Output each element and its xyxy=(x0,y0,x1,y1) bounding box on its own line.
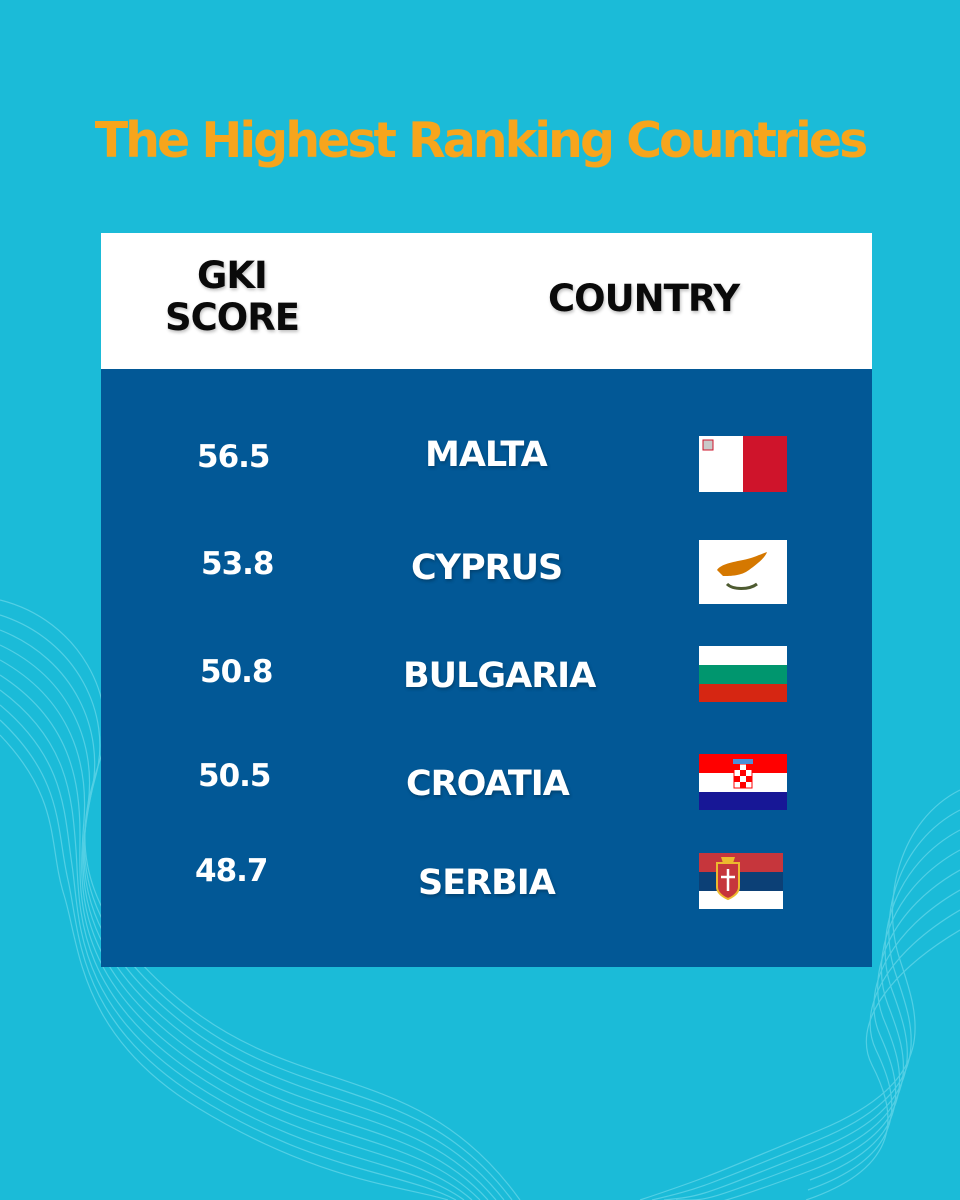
row-country: BULGARIA xyxy=(403,656,596,696)
row-country: MALTA xyxy=(425,435,548,475)
table-header: GKI SCORE COUNTRY xyxy=(101,233,872,369)
row-score: 56.5 xyxy=(197,439,270,475)
croatia-flag-icon xyxy=(699,754,787,810)
serbia-flag-icon xyxy=(699,853,783,909)
header-score-line1: GKI xyxy=(197,254,268,297)
header-country: COUNTRY xyxy=(548,277,740,320)
row-country: CYPRUS xyxy=(411,548,563,588)
row-score: 50.8 xyxy=(200,654,273,690)
row-score: 50.5 xyxy=(198,758,271,794)
row-country: CROATIA xyxy=(406,764,570,804)
table-row: 56.5 MALTA xyxy=(101,431,872,501)
row-country: SERBIA xyxy=(418,863,556,903)
header-score-line2: SCORE xyxy=(165,296,300,339)
table-row: 50.8 BULGARIA xyxy=(101,646,872,716)
bulgaria-flag-icon xyxy=(699,646,787,702)
row-score: 53.8 xyxy=(201,546,274,582)
table-row: 50.5 CROATIA xyxy=(101,754,872,824)
table-row: 53.8 CYPRUS xyxy=(101,538,872,608)
header-gki-score: GKI SCORE xyxy=(165,254,300,339)
row-score: 48.7 xyxy=(195,853,268,889)
page-title: The Highest Ranking Countries xyxy=(94,112,869,169)
table-row: 48.7 SERBIA xyxy=(101,853,872,923)
ranking-table: GKI SCORE COUNTRY 56.5 MALTA 53.8 CYPRUS xyxy=(101,233,872,967)
malta-flag-icon xyxy=(699,436,787,492)
cyprus-flag-icon xyxy=(699,540,787,604)
